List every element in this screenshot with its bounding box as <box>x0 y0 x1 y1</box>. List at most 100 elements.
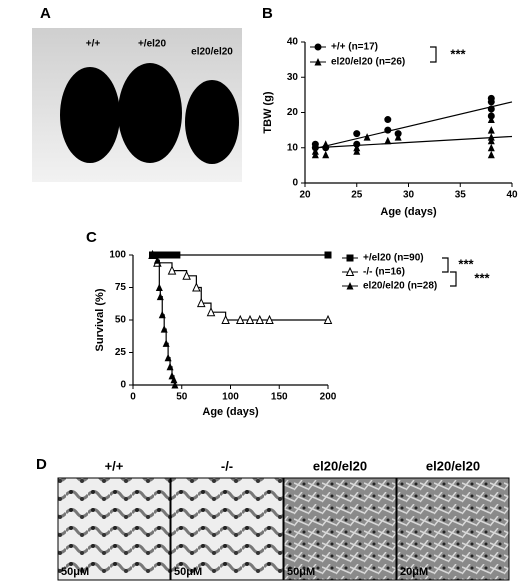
micrograph-title: el20/el20 <box>426 458 480 473</box>
photo-label: +/+ <box>86 39 101 50</box>
marker <box>487 98 495 106</box>
marker <box>149 251 156 259</box>
y-tick-label: 25 <box>115 347 127 358</box>
photo-panel: A +/+ +/el20 el20/el20 <box>32 5 242 182</box>
x-axis-label: Age (days) <box>380 206 437 218</box>
panel-label: A <box>40 5 51 22</box>
marker <box>170 375 178 384</box>
marker <box>158 251 166 259</box>
scale-label: 50μM <box>61 566 89 578</box>
x-tick-label: 0 <box>130 392 136 403</box>
marker <box>324 251 332 259</box>
x-axis-label: Age (days) <box>202 406 259 418</box>
x-tick-label: 40 <box>506 190 518 201</box>
y-tick-label: 30 <box>287 72 299 83</box>
y-tick-label: 10 <box>287 142 299 153</box>
scale-label: 50μM <box>174 566 202 578</box>
fit-line <box>315 135 513 149</box>
y-tick-label: 75 <box>115 282 127 293</box>
significance: *** <box>458 256 474 271</box>
micrograph <box>170 477 284 581</box>
x-tick-label: 25 <box>351 190 363 201</box>
marker <box>255 314 265 324</box>
marker <box>323 314 333 324</box>
marker <box>155 283 163 291</box>
x-tick-label: 35 <box>455 190 467 201</box>
significance: *** <box>474 270 490 285</box>
panel-label: B <box>262 5 273 22</box>
marker <box>384 136 392 145</box>
marker <box>487 150 495 159</box>
marker <box>173 251 181 259</box>
marker <box>311 147 319 155</box>
legend-marker <box>314 58 322 66</box>
legend-marker <box>314 43 322 51</box>
marker <box>182 270 191 280</box>
legend-label: -/- (n=16) <box>363 267 405 278</box>
x-tick-label: 200 <box>320 392 337 403</box>
y-axis-label: TBW (g) <box>262 91 274 133</box>
marker <box>384 126 392 134</box>
marker <box>353 130 361 138</box>
marker <box>265 314 274 324</box>
x-tick-label: 30 <box>403 190 415 201</box>
legend-marker <box>346 282 354 290</box>
marker <box>206 307 216 317</box>
x-tick-label: 100 <box>222 392 239 403</box>
y-tick-label: 50 <box>115 315 127 326</box>
bracket <box>442 257 449 273</box>
micrograph-title: el20/el20 <box>313 458 367 473</box>
significance: *** <box>450 46 466 61</box>
panel-label: D <box>36 456 47 473</box>
scale-label: 20μM <box>400 566 428 578</box>
photo-label: +/el20 <box>138 39 167 50</box>
marker <box>235 314 245 324</box>
mouse <box>118 63 182 163</box>
y-tick-label: 100 <box>109 250 126 261</box>
micrograph <box>396 477 510 581</box>
micrograph-title: +/+ <box>105 458 124 473</box>
marker <box>384 116 392 124</box>
marker <box>487 133 495 141</box>
x-tick-label: 20 <box>299 190 311 201</box>
marker <box>487 126 495 134</box>
marker <box>171 381 179 389</box>
marker <box>322 140 330 148</box>
photo-label: el20/el20 <box>191 47 233 58</box>
marker <box>394 133 402 141</box>
legend-marker <box>345 266 355 276</box>
marker <box>168 251 176 259</box>
micrograph-title: -/- <box>221 458 233 473</box>
legend-label: el20/el20 (n=28) <box>363 281 437 292</box>
bracket <box>430 46 437 63</box>
marker <box>153 256 161 264</box>
marker <box>487 143 495 152</box>
micrograph <box>57 477 171 581</box>
micrograph <box>283 477 397 581</box>
marker <box>363 133 371 141</box>
legend-marker <box>346 254 354 262</box>
y-axis-label: Survival (%) <box>94 288 106 351</box>
marker <box>196 297 206 308</box>
marker <box>192 282 201 292</box>
marker <box>245 314 255 324</box>
micrograph-panel: +/+ 50μM -/- 50μM el20/el20 50μM el20/el20 20μM <box>57 458 510 581</box>
marker <box>156 292 164 301</box>
marker <box>487 115 495 124</box>
x-tick-label: 150 <box>271 392 288 403</box>
marker <box>487 105 495 113</box>
mouse <box>60 67 120 163</box>
scale-label: 50μM <box>287 566 315 578</box>
y-tick-label: 20 <box>287 107 299 118</box>
marker <box>322 150 330 159</box>
marker <box>158 310 166 319</box>
bracket <box>450 271 457 287</box>
legend-label: el20/el20 (n=26) <box>331 57 405 68</box>
legend-label: +/+ (n=17) <box>331 42 378 53</box>
marker <box>160 325 168 333</box>
marker <box>221 314 230 324</box>
fit-line <box>315 101 513 150</box>
marker <box>166 362 174 371</box>
marker <box>162 339 170 347</box>
